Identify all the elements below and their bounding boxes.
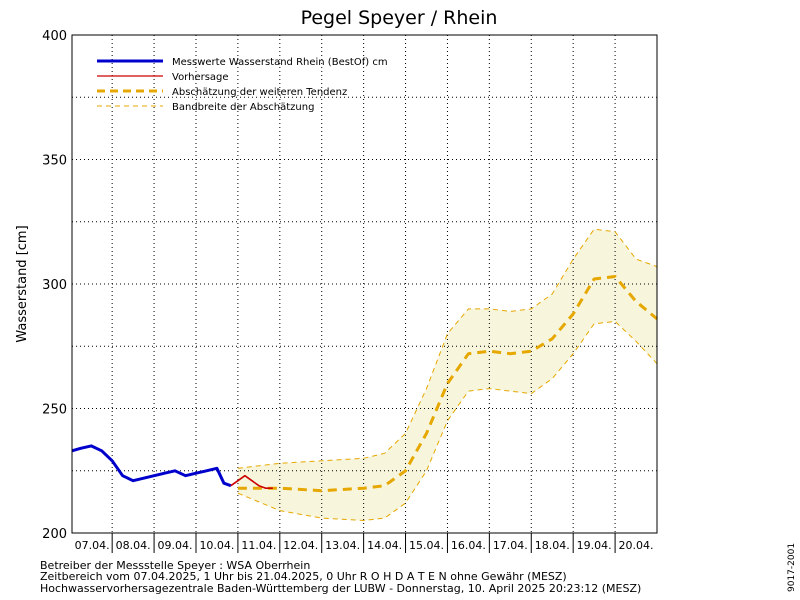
x-tick-label: 13.04. <box>325 539 360 552</box>
trend-line <box>237 275 658 493</box>
band-layer <box>237 229 657 521</box>
footer-source: Hochwasservorhersagezentrale Baden-Württ… <box>40 582 641 595</box>
band-upper-line <box>237 228 658 469</box>
y-tick-label: 200 <box>42 527 67 542</box>
series-layer <box>71 228 658 522</box>
chart-title: Pegel Speyer / Rhein <box>301 7 498 29</box>
legend-label-trend: Abschätzung der weiteren Tendenz <box>172 87 347 98</box>
legend-label-band: Bandbreite der Abschätzung <box>172 102 314 113</box>
legend-label-measured: Messwerte Wasserstand Rhein (BestOf) cm <box>172 57 388 68</box>
y-tick-label: 300 <box>42 278 67 293</box>
footer-time-range: Zeitbereich vom 07.04.2025, 1 Uhr bis 21… <box>40 570 567 583</box>
legend-label-forecast: Vorhersage <box>172 72 229 83</box>
legend: Messwerte Wasserstand Rhein (BestOf) cm … <box>97 57 388 113</box>
forecast-line <box>230 474 273 490</box>
x-tick-label: 20.04. <box>619 539 654 552</box>
band-fill <box>237 229 657 521</box>
x-tick-label: 09.04. <box>158 539 193 552</box>
y-tick-label: 250 <box>42 403 67 418</box>
x-tick-label: 11.04. <box>241 539 276 552</box>
x-tick-label: 18.04. <box>535 539 570 552</box>
y-tick-label: 400 <box>42 29 67 44</box>
grid-layer <box>72 35 657 533</box>
band-lower-line <box>237 320 658 522</box>
x-tick-label: 12.04. <box>283 539 318 552</box>
x-tick-label: 14.04. <box>367 539 402 552</box>
side-code: 9017-2001 <box>787 543 797 592</box>
x-tick-label: 10.04. <box>199 539 234 552</box>
x-tick-label: 07.04. <box>75 539 110 552</box>
plot-frame <box>71 34 658 534</box>
x-tick-label: 15.04. <box>409 539 444 552</box>
y-tick-label: 350 <box>42 154 67 169</box>
x-tick-label: 08.04. <box>116 539 151 552</box>
x-tick-label: 16.04. <box>451 539 486 552</box>
y-axis-label: Wasserstand [cm] <box>15 225 30 342</box>
measured-line <box>71 444 232 488</box>
x-tick-label: 19.04. <box>577 539 612 552</box>
x-tick-label: 17.04. <box>493 539 528 552</box>
footer-operator: Betreiber der Messstelle Speyer : WSA Ob… <box>40 559 310 572</box>
ticks-layer: 200 250 300 350 400 07.04. 08.04. 09.04. 10.04. 1… <box>42 29 654 553</box>
